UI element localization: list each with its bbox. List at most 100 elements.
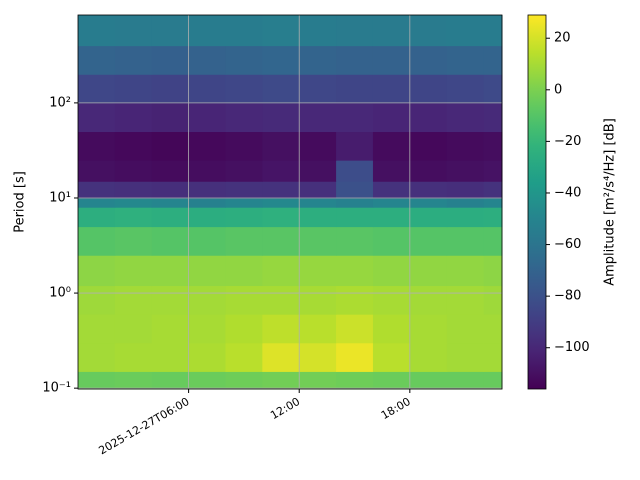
cell — [78, 285, 116, 315]
cell — [372, 314, 411, 344]
cell — [262, 342, 300, 372]
cell — [372, 160, 411, 182]
cell — [114, 131, 153, 161]
cell — [262, 255, 300, 287]
cell — [299, 342, 337, 372]
colorbar-tick-label: −100 — [554, 340, 590, 355]
cell — [483, 181, 503, 199]
colorbar-tick-label: 0 — [554, 82, 562, 97]
cell — [372, 342, 411, 372]
cell — [114, 371, 153, 390]
cell — [225, 181, 263, 199]
cell — [483, 131, 503, 161]
cell — [225, 371, 263, 390]
cell — [483, 285, 503, 315]
cell — [78, 342, 116, 372]
cell — [151, 197, 190, 208]
cell — [409, 160, 448, 182]
cell — [151, 342, 190, 372]
cell — [483, 371, 503, 390]
cell — [188, 102, 226, 133]
cell — [336, 15, 374, 47]
cell — [336, 131, 374, 161]
cell — [114, 15, 153, 47]
cell — [409, 285, 448, 315]
cell — [299, 74, 337, 104]
cell — [225, 131, 263, 161]
cell — [188, 181, 226, 199]
cell — [188, 371, 226, 390]
cell — [225, 102, 263, 133]
cell — [262, 181, 300, 199]
colorbar-tick-label: −80 — [554, 289, 581, 304]
cell — [409, 45, 448, 75]
cell — [262, 160, 300, 182]
colorbar-tick-label: −20 — [554, 134, 581, 149]
cell — [446, 255, 485, 287]
cell — [188, 314, 226, 344]
cell — [262, 15, 300, 47]
cell — [225, 226, 263, 256]
cell — [262, 314, 300, 344]
cell — [336, 255, 374, 287]
cell — [225, 15, 263, 47]
cell — [262, 45, 300, 75]
cell — [299, 207, 337, 228]
cell — [78, 314, 116, 344]
cell — [225, 342, 263, 372]
cell — [299, 285, 337, 315]
cell — [299, 197, 337, 208]
cell — [78, 15, 116, 47]
cell — [299, 181, 337, 199]
cell — [483, 314, 503, 344]
cell — [483, 160, 503, 182]
cell — [483, 342, 503, 372]
cell — [78, 45, 116, 75]
cell — [78, 74, 116, 104]
cell — [483, 226, 503, 256]
cell — [188, 45, 226, 75]
cell — [446, 45, 485, 75]
cell — [188, 197, 226, 208]
cell — [446, 342, 485, 372]
cell — [114, 207, 153, 228]
cell — [151, 160, 190, 182]
cell — [225, 314, 263, 344]
cell — [188, 131, 226, 161]
colorbar-label: Amplitude [m²/s⁴/Hz] [dB] — [603, 118, 618, 286]
cell — [188, 160, 226, 182]
cell — [225, 160, 263, 182]
cell — [114, 285, 153, 315]
cell — [446, 74, 485, 104]
y-axis-label: Period [s] — [13, 171, 28, 233]
cell — [151, 314, 190, 344]
cell — [188, 285, 226, 315]
cell — [409, 342, 448, 372]
y-tick-label: 10⁻¹ — [42, 381, 71, 396]
cell — [299, 131, 337, 161]
cell — [151, 285, 190, 315]
cell — [483, 102, 503, 133]
cell — [114, 226, 153, 256]
cell — [262, 285, 300, 315]
heatmap — [78, 15, 503, 390]
cell — [409, 371, 448, 390]
cell — [188, 255, 226, 287]
cell — [336, 102, 374, 133]
cell — [372, 131, 411, 161]
cell — [446, 131, 485, 161]
cell — [409, 255, 448, 287]
cell — [446, 226, 485, 256]
cell — [336, 45, 374, 75]
cell — [409, 207, 448, 228]
cell — [372, 371, 411, 390]
cell — [446, 15, 485, 47]
cell — [299, 314, 337, 344]
cell — [151, 255, 190, 287]
cell — [446, 285, 485, 315]
cell — [372, 102, 411, 133]
cell — [372, 285, 411, 315]
cell — [372, 226, 411, 256]
